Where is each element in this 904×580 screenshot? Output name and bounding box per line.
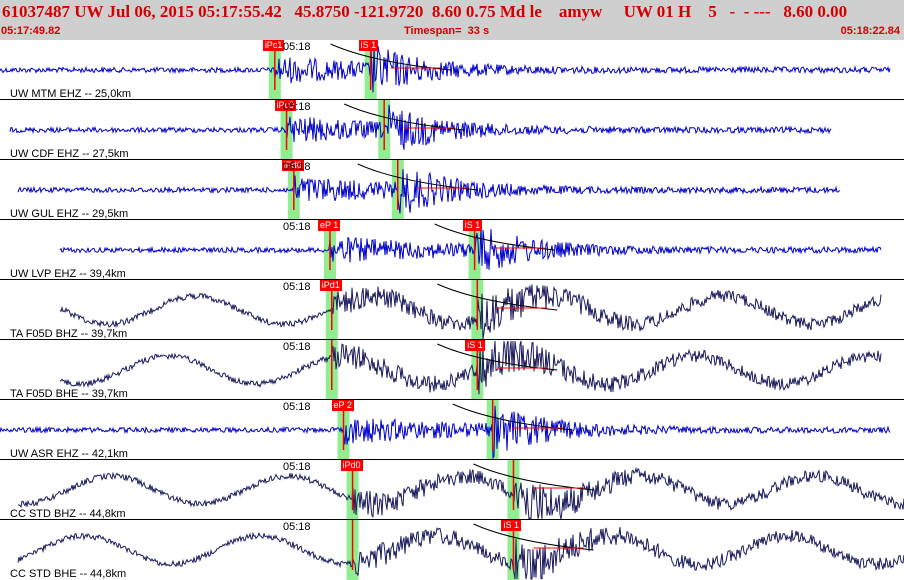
channel-separator xyxy=(0,339,904,340)
time-tick-label: 05:18 xyxy=(283,101,311,113)
waveform-plot xyxy=(17,460,904,520)
channel-label: UW CDF EHZ -- 27,5km xyxy=(10,148,129,160)
end-time: 05:18:22.84 xyxy=(840,25,900,37)
channel-label: TA F05D BHZ -- 39,7km xyxy=(10,328,128,340)
channel-label: CC STD BHZ -- 44,8km xyxy=(10,508,126,520)
channel-separator xyxy=(0,459,904,460)
time-tick-label: 05:18 xyxy=(283,461,311,473)
channel-separator xyxy=(0,99,904,100)
waveform-trace xyxy=(0,405,891,460)
time-tick-label: 05:18 xyxy=(283,521,311,533)
event-header: 61037487 UW Jul 06, 2015 05:17:55.42 45.… xyxy=(0,0,904,40)
time-tick-label: 05:18 xyxy=(283,281,311,293)
waveform-plot xyxy=(17,160,841,220)
channel-uw-asr-ehz[interactable]: eP 2 05:18 UW ASR EHZ -- 42,1km xyxy=(0,400,904,460)
p-pick-flag[interactable]: iPc1 xyxy=(262,40,285,51)
waveform-plot xyxy=(59,220,882,280)
waveform-plot xyxy=(0,40,891,100)
timespan: Timespan= 33 s xyxy=(404,25,490,37)
channel-separator xyxy=(0,159,904,160)
channel-uw-mtm-ehz[interactable]: iPc1 iS 1 05:18 UW MTM EHZ -- 25,0km xyxy=(0,40,904,100)
p-pick-flag[interactable]: iPd0 xyxy=(281,160,304,171)
channel-label: UW GUL EHZ -- 29,5km xyxy=(10,208,129,220)
channel-ta-f05d-bhe[interactable]: iS 1 05:18 TA F05D BHE -- 39,7km xyxy=(0,340,904,400)
coda-curve xyxy=(437,343,558,371)
waveform-trace xyxy=(17,466,904,520)
time-tick-label: 05:18 xyxy=(283,41,311,53)
time-tick-label: 05:18 xyxy=(283,401,311,413)
p-pick-flag[interactable]: iPd1 xyxy=(319,280,342,291)
waveform-plot xyxy=(9,100,832,160)
channel-separator xyxy=(0,279,904,280)
channel-cc-std-bhz[interactable]: iPd0 05:18 CC STD BHZ -- 44,8km xyxy=(0,460,904,520)
waveform-plot xyxy=(0,400,891,460)
s-pick-flag[interactable]: iS 1 xyxy=(358,40,379,51)
waveform-trace xyxy=(9,104,832,150)
waveform-trace xyxy=(59,225,882,270)
p-pick-flag[interactable]: eP 2 xyxy=(331,400,354,411)
waveform-plot xyxy=(59,340,882,400)
channel-label: CC STD BHE -- 44,8km xyxy=(10,568,127,580)
channel-label: TA F05D BHE -- 39,7km xyxy=(10,388,128,400)
waveform-trace xyxy=(59,284,882,340)
channel-label: UW ASR EHZ -- 42,1km xyxy=(10,448,128,460)
s-pick-flag[interactable]: iS 1 xyxy=(501,520,521,531)
time-tick-label: 05:18 xyxy=(283,341,311,353)
channel-label: UW LVP EHZ -- 39,4km xyxy=(10,268,126,280)
time-tick-label: 05:18 xyxy=(283,221,311,233)
channel-ta-f05d-bhz[interactable]: iPd1 05:18 TA F05D BHZ -- 39,7km xyxy=(0,280,904,340)
channel-separator xyxy=(0,399,904,400)
start-time: 05:17:49.82 xyxy=(1,25,61,37)
waveform-trace xyxy=(17,527,904,580)
channel-uw-cdf-ehz[interactable]: iPc0 05:18 UW CDF EHZ -- 27,5km xyxy=(0,100,904,160)
event-summary: 61037487 UW Jul 06, 2015 05:17:55.42 45.… xyxy=(2,2,848,21)
channel-label: UW MTM EHZ -- 25,0km xyxy=(10,88,131,100)
p-pick-flag[interactable]: iPd0 xyxy=(340,460,363,471)
channel-separator xyxy=(0,219,904,220)
waveform-plot xyxy=(17,520,904,580)
s-pick-flag[interactable]: iS 1 xyxy=(462,220,483,231)
channel-separator xyxy=(0,519,904,520)
coda-curve xyxy=(437,283,558,311)
p-pick-flag[interactable]: eP 1 xyxy=(317,220,341,231)
channel-uw-gul-ehz[interactable]: iPd0 05:18 UW GUL EHZ -- 29,5km xyxy=(0,160,904,220)
waveform-trace xyxy=(59,340,882,395)
waveform-plot xyxy=(59,280,882,340)
time-tick-label: 05:18 xyxy=(283,161,311,173)
waveform-trace xyxy=(17,169,841,214)
s-pick-flag[interactable]: iS 1 xyxy=(465,340,485,351)
channel-cc-std-bhe[interactable]: iS 1 05:18 CC STD BHE -- 44,8km xyxy=(0,520,904,580)
p-pick-flag[interactable]: iPc0 xyxy=(274,100,297,111)
channel-uw-lvp-ehz[interactable]: eP 1 iS 1 05:18 UW LVP EHZ -- 39,4km xyxy=(0,220,904,280)
